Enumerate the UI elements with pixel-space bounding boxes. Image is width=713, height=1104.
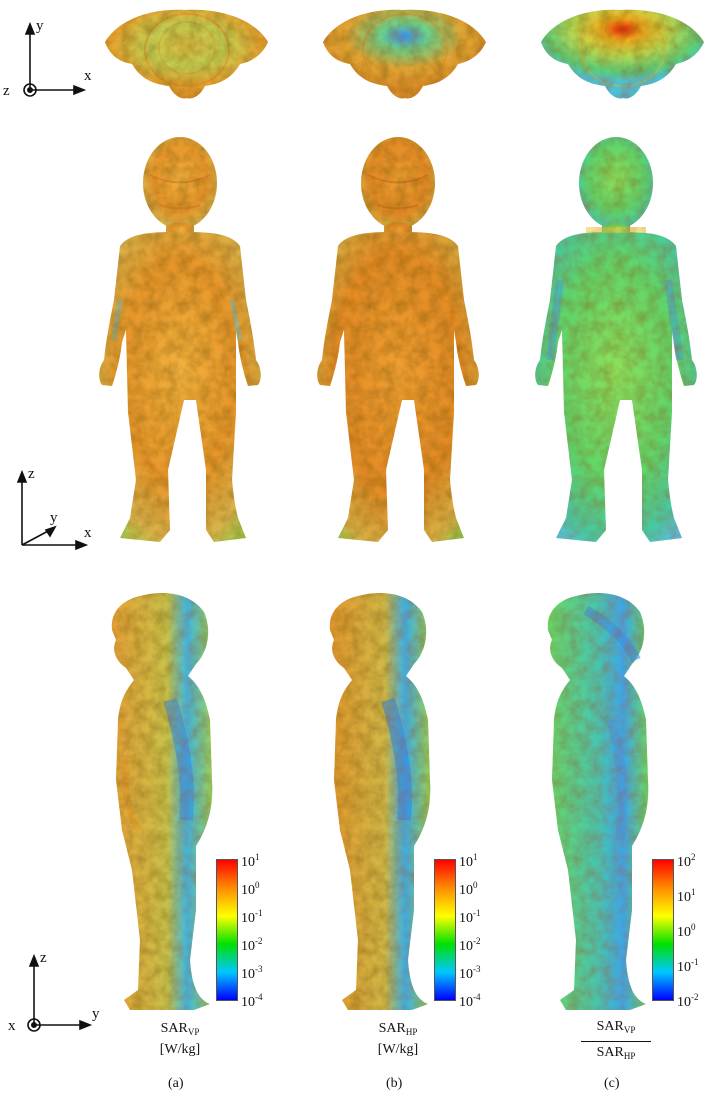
colorbar-c (652, 859, 674, 1001)
caption-a-main: SAR (160, 1021, 188, 1036)
side-view-b (329, 593, 431, 1010)
axis-label-front-y: y (50, 510, 58, 526)
tick: 102 (677, 852, 696, 870)
caption-a-sub: VP (187, 1027, 200, 1037)
side-view-c (547, 593, 649, 1010)
tick: 10-3 (459, 964, 481, 982)
top-view-a (105, 9, 268, 99)
tick: 10-2 (677, 992, 699, 1010)
tick: 101 (241, 852, 260, 870)
caption-c-den-sub: HP (623, 1051, 636, 1061)
tick: 10-4 (459, 992, 481, 1010)
caption-b-sub: HP (405, 1027, 418, 1037)
caption-c-num-sub: VP (623, 1025, 636, 1035)
front-view-a (99, 137, 261, 542)
axis-label-front-x: x (84, 525, 92, 541)
tick: 101 (459, 852, 478, 870)
tick: 100 (459, 880, 478, 898)
tick: 100 (677, 922, 696, 940)
axes-top-view (23, 21, 87, 97)
front-view-c (535, 137, 697, 542)
panel-letter-a: (a) (168, 1076, 184, 1091)
panel-letter-b: (b) (386, 1076, 403, 1091)
caption-a-unit: [W/kg] (159, 1042, 201, 1057)
axis-label-front-z: z (28, 466, 35, 482)
tick: 10-2 (241, 936, 263, 954)
fraction-line (581, 1041, 651, 1042)
colorbar-a (216, 859, 238, 1001)
axes-front-view (16, 469, 89, 551)
tick: 101 (677, 887, 696, 905)
caption-b-main: SAR (378, 1021, 406, 1036)
axis-label-side-y: y (92, 1006, 100, 1022)
colorbar-b (434, 859, 456, 1001)
axis-label-side-x: x (8, 1018, 16, 1034)
tick: 10-1 (459, 908, 481, 926)
tick: 10-1 (677, 957, 699, 975)
axis-label-top-z: z (3, 83, 10, 99)
caption-a: SARVP [W/kg] (130, 1020, 230, 1058)
panel-letter-c: (c) (604, 1076, 620, 1091)
caption-b-unit: [W/kg] (377, 1042, 419, 1057)
tick: 10-1 (241, 908, 263, 926)
top-view-c (541, 9, 704, 99)
axis-label-top-y: y (36, 18, 44, 34)
tick: 10-2 (459, 936, 481, 954)
front-view-b (317, 137, 479, 542)
caption-c-den-main: SAR (596, 1045, 624, 1060)
caption-c: SARVP SARHP (566, 1018, 666, 1065)
tick: 100 (241, 880, 260, 898)
caption-c-num-main: SAR (596, 1019, 624, 1034)
tick: 10-3 (241, 964, 263, 982)
tick: 10-4 (241, 992, 263, 1010)
caption-b: SARHP [W/kg] (348, 1020, 448, 1058)
axis-label-side-z: z (40, 950, 47, 966)
axes-side-view (27, 953, 93, 1032)
top-view-b (323, 9, 486, 99)
side-view-a (111, 593, 213, 1010)
axis-label-top-x: x (84, 68, 92, 84)
